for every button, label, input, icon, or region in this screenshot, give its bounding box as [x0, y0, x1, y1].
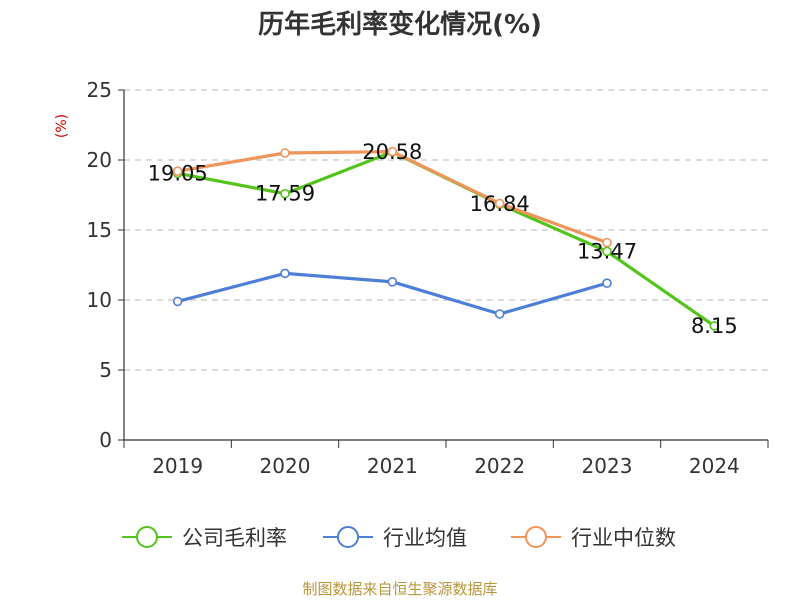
y-tick-label: 5 — [99, 358, 112, 382]
x-tick-label: 2024 — [689, 454, 740, 478]
data-label: 8.15 — [691, 314, 738, 338]
x-tick-label: 2022 — [474, 454, 525, 478]
legend: 公司毛利率 行业均值 行业中位数 — [122, 526, 676, 550]
data-label: 17.59 — [255, 182, 315, 206]
grid-lines — [124, 89, 768, 371]
data-point — [602, 237, 612, 248]
series-lines — [172, 146, 720, 331]
data-point — [280, 268, 290, 279]
x-tick-label: 2020 — [260, 454, 311, 478]
y-tick-label: 0 — [99, 428, 112, 452]
legend-marker — [337, 526, 359, 548]
axes: 0 5 10 15 20 25 2019 2020 2021 2022 2023 2024 — [87, 78, 769, 478]
data-point — [602, 278, 612, 289]
x-tick-label: 2023 — [582, 454, 633, 478]
x-tick-label: 2019 — [152, 454, 203, 478]
y-axis-unit: (%) — [54, 114, 70, 138]
legend-label: 行业均值 — [383, 526, 467, 550]
y-tick-label: 20 — [87, 148, 112, 172]
legend-label: 公司毛利率 — [182, 526, 287, 550]
data-point — [494, 309, 505, 319]
data-point — [172, 166, 183, 176]
series-line — [176, 150, 609, 245]
data-label: 20.58 — [362, 140, 422, 164]
x-tick-label: 2021 — [367, 454, 418, 478]
data-label: 19.05 — [148, 161, 208, 185]
data-point — [709, 321, 720, 331]
data-point — [387, 276, 398, 287]
data-label: 16.84 — [470, 192, 530, 216]
data-label: 13.47 — [577, 239, 637, 263]
legend-label: 行业中位数 — [571, 526, 676, 550]
y-tick-label: 25 — [87, 78, 112, 102]
y-tick-label: 10 — [87, 288, 112, 312]
chart-title: 历年毛利率变化情况(%) — [258, 9, 542, 40]
data-point — [280, 188, 290, 199]
source-note: 制图数据来自恒生聚源数据库 — [302, 580, 497, 598]
data-labels: 19.05 17.59 20.58 16.84 13.47 8.15 — [148, 140, 738, 338]
data-point — [280, 148, 290, 158]
data-point — [494, 198, 505, 209]
legend-marker — [136, 526, 158, 548]
data-point — [387, 146, 398, 157]
legend-item: 公司毛利率 — [122, 526, 287, 550]
legend-marker — [525, 526, 547, 548]
data-point — [602, 246, 612, 257]
legend-item: 行业均值 — [323, 526, 467, 550]
y-tick-label: 15 — [87, 218, 112, 242]
legend-item: 行业中位数 — [511, 526, 676, 550]
data-point — [172, 296, 183, 307]
